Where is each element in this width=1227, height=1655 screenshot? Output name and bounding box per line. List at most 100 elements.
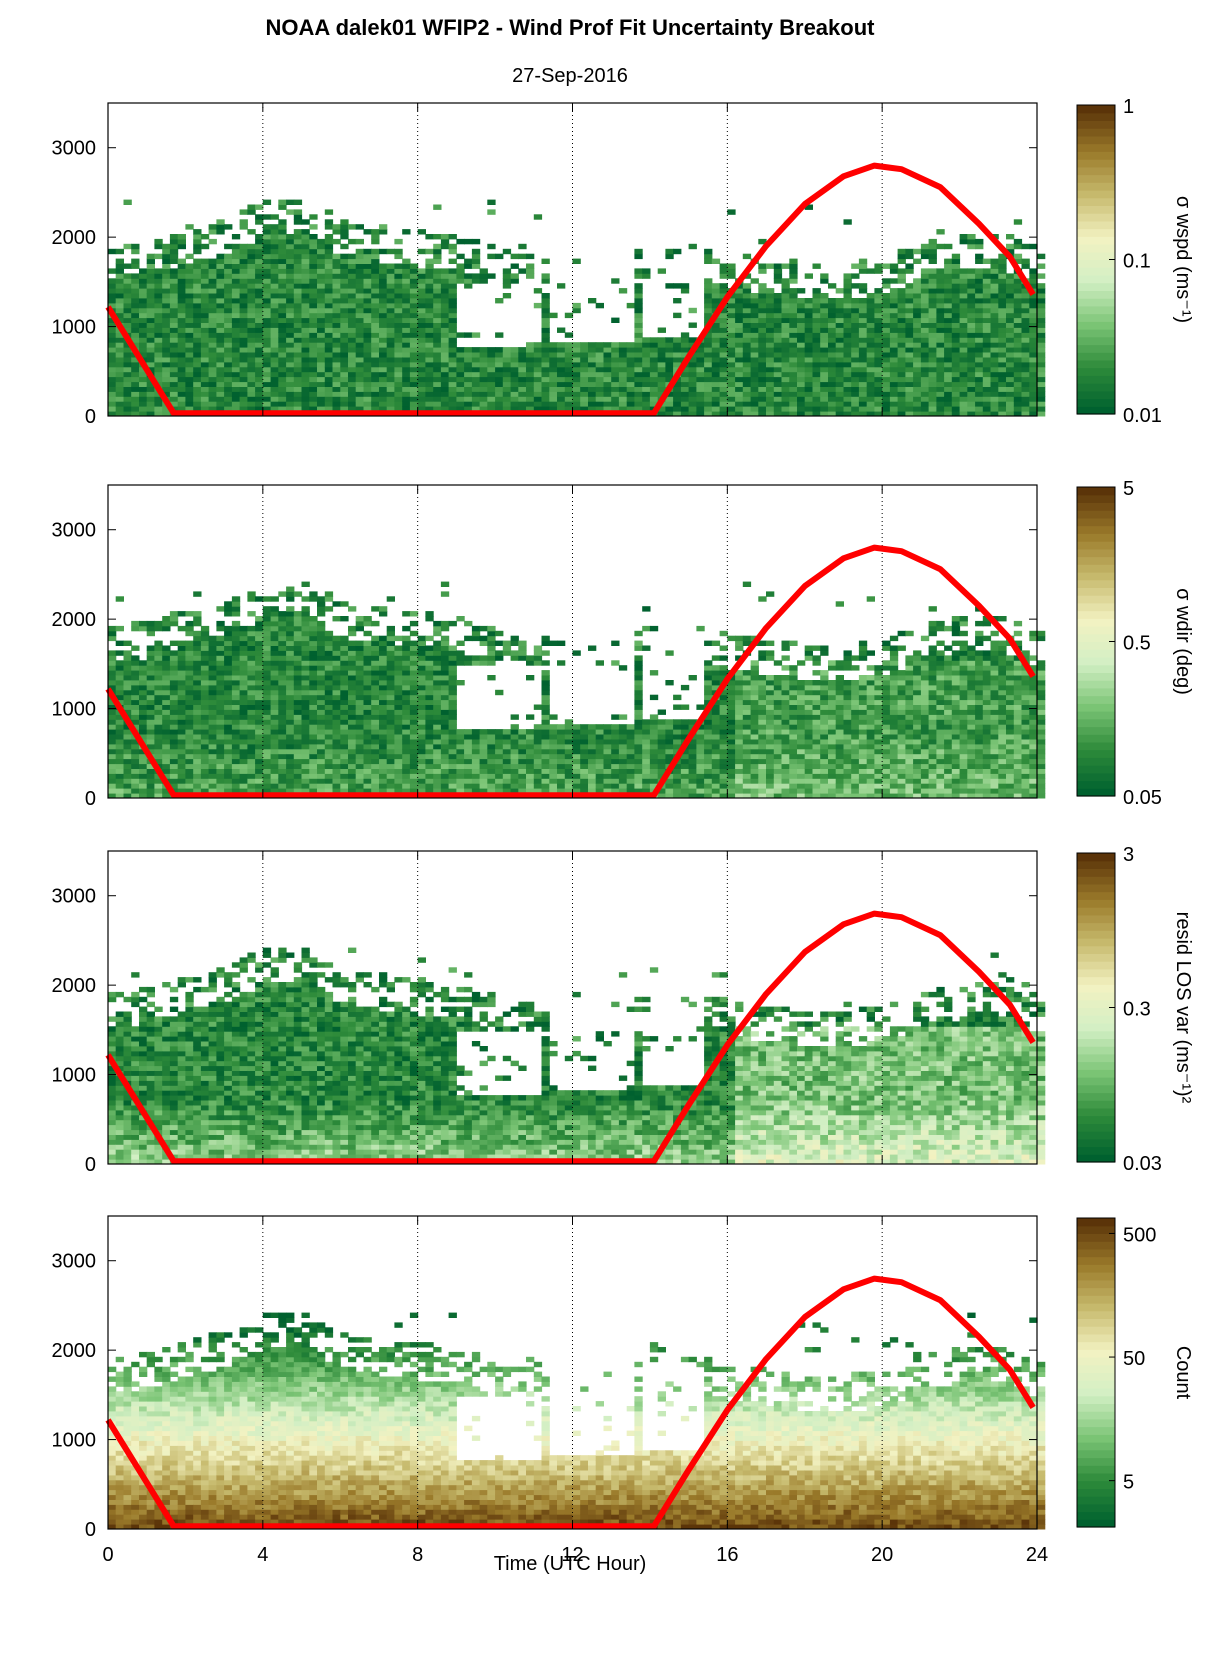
heatmap-cell [371,357,380,363]
heatmap-cell [216,352,225,358]
heatmap-cell [967,293,976,299]
heatmap-cell [967,337,976,343]
heatmap-cell [843,293,852,299]
heatmap-cell [208,273,217,279]
heatmap-cell [742,298,752,304]
heatmap-cell [363,739,372,745]
heatmap-cell [975,411,984,417]
heatmap-cell [851,332,860,338]
heatmap-cell [634,273,643,279]
heatmap-cell [247,327,256,333]
heatmap-cell [394,694,403,701]
heatmap-cell [270,376,279,383]
heatmap-cell [990,371,999,378]
heatmap-cell [169,739,179,745]
heatmap-cell [402,406,411,412]
heatmap-cell [936,357,945,363]
heatmap-cell [549,347,558,353]
heatmap-cell [139,665,148,671]
heatmap-cell [324,234,334,240]
heatmap-cell [866,342,875,348]
heatmap-cell [998,263,1007,269]
heatmap-cell [735,386,744,392]
heatmap-cell [262,229,272,235]
heatmap-cell [951,342,961,348]
heatmap-cell [843,386,852,392]
heatmap-cell [317,366,326,373]
heatmap-cell [239,645,248,651]
heatmap-cell [146,263,155,269]
heatmap-cell [789,386,798,392]
heatmap-cell [998,268,1007,274]
heatmap-cell [108,724,117,730]
heatmap-cell [549,401,558,407]
heatmap-cell [216,312,225,319]
heatmap-cell [394,322,403,328]
heatmap-cell [309,670,318,676]
heatmap-cell [595,347,604,353]
heatmap-cell [200,312,210,319]
heatmap-cell [394,391,403,397]
heatmap-cell [704,401,713,407]
heatmap-cell [394,689,403,696]
heatmap-cell [115,411,124,417]
heatmap-cell [967,298,976,304]
heatmap-cell [169,611,179,617]
heatmap-cell [193,307,202,314]
heatmap-cell [882,411,891,417]
heatmap-cell [797,322,806,328]
heatmap-cell [936,347,945,353]
heatmap-cell [262,268,272,274]
heatmap-cell [889,386,899,392]
heatmap-cell [154,332,163,338]
heatmap-cell [177,376,186,383]
heatmap-cell [936,406,945,412]
heatmap-cell [673,391,682,397]
heatmap-cell [603,396,612,402]
heatmap-cell [959,366,968,373]
heatmap-cell [123,753,132,760]
heatmap-cell [889,401,899,407]
heatmap-cell [309,214,318,220]
heatmap-cell [301,620,310,627]
heatmap-cell [309,655,318,661]
heatmap-cell [913,288,922,294]
heatmap-cell [162,278,171,284]
heatmap-cell [139,763,148,769]
heatmap-cell [348,307,357,314]
heatmap-cell [386,278,395,284]
heatmap-cell [673,406,682,412]
heatmap-cell [603,391,612,397]
heatmap-cell [324,312,334,319]
heatmap-cell [239,253,248,260]
heatmap-cell [262,401,272,407]
heatmap-cell [363,283,372,289]
heatmap-cell [402,317,411,323]
heatmap-cell [247,704,256,710]
heatmap-cell [348,327,357,333]
heatmap-cell [239,278,248,284]
heatmap-cell [936,288,945,294]
heatmap-cell [340,758,349,765]
heatmap-cell [735,396,744,402]
heatmap-cell [402,357,411,363]
heatmap-cell [448,376,457,383]
heatmap-cell [286,371,295,378]
heatmap-cell [286,650,295,656]
heatmap-cell [828,357,837,363]
heatmap-cell [797,366,806,373]
heatmap-cell [479,381,488,387]
heatmap-cell [239,783,248,789]
heatmap-cell [355,258,364,264]
heatmap-cell [394,386,403,392]
heatmap-cell [169,312,179,319]
heatmap-cell [394,278,403,284]
heatmap-cell [1006,307,1015,314]
heatmap-cell [115,625,124,632]
heatmap-cell [843,337,852,343]
heatmap-cell [278,670,287,676]
heatmap-cell [162,357,171,363]
heatmap-cell [696,347,705,353]
heatmap-cell [286,596,295,602]
heatmap-cell [557,376,566,383]
